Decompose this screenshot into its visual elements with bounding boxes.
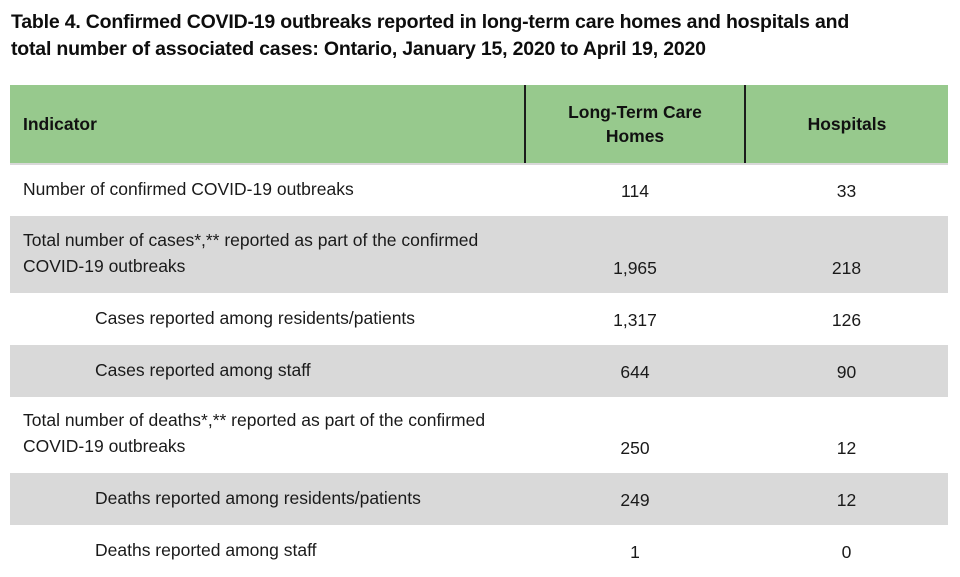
ltc-value-cell: 250 <box>525 397 745 473</box>
indicator-cell: Cases reported among residents/patients <box>10 293 525 345</box>
table-row: Cases reported among residents/patients … <box>10 293 948 345</box>
hospitals-value-cell: 12 <box>745 397 948 473</box>
hospitals-value-cell: 126 <box>745 293 948 345</box>
column-header-long-term-care-homes-label: Long-Term Care Homes <box>568 102 702 146</box>
ltc-value-cell: 1,965 <box>525 216 745 293</box>
hospitals-value-cell: 12 <box>745 473 948 525</box>
indicator-cell: Total number of deaths*,** reported as p… <box>10 397 525 473</box>
table-body: Number of confirmed COVID-19 outbreaks 1… <box>10 164 948 577</box>
hospitals-value-cell: 90 <box>745 345 948 397</box>
column-header-hospitals: Hospitals <box>744 85 948 165</box>
hospitals-value-cell: 33 <box>745 164 948 216</box>
column-header-hospitals-label: Hospitals <box>807 114 887 134</box>
indicator-cell: Number of confirmed COVID-19 outbreaks <box>10 164 525 216</box>
indicator-cell: Cases reported among staff <box>10 345 525 397</box>
table-row: Total number of deaths*,** reported as p… <box>10 397 948 473</box>
indicator-cell: Deaths reported among residents/patients <box>10 473 525 525</box>
ltc-value-cell: 114 <box>525 164 745 216</box>
covid-outbreaks-table: Indicator Long-Term Care Homes Hospitals… <box>10 85 948 577</box>
header-row: Indicator Long-Term Care Homes Hospitals <box>10 85 948 165</box>
ltc-value-cell: 1,317 <box>525 293 745 345</box>
table-row: Deaths reported among staff 1 0 <box>10 525 948 577</box>
table-row: Total number of cases*,** reported as pa… <box>10 216 948 293</box>
column-header-long-term-care-homes: Long-Term Care Homes <box>524 85 745 165</box>
table-row: Deaths reported among residents/patients… <box>10 473 948 525</box>
indicator-cell: Deaths reported among staff <box>10 525 525 577</box>
ltc-value-cell: 249 <box>525 473 745 525</box>
hospitals-value-cell: 218 <box>745 216 948 293</box>
ltc-value-cell: 644 <box>525 345 745 397</box>
table-title: Table 4. Confirmed COVID-19 outbreaks re… <box>11 11 850 60</box>
table-row: Cases reported among staff 644 90 <box>10 345 948 397</box>
ltc-value-cell: 1 <box>525 525 745 577</box>
column-header-indicator: Indicator <box>10 85 525 165</box>
table-row: Number of confirmed COVID-19 outbreaks 1… <box>10 164 948 216</box>
indicator-cell: Total number of cases*,** reported as pa… <box>10 216 525 293</box>
table-header: Indicator Long-Term Care Homes Hospitals <box>10 85 948 165</box>
hospitals-value-cell: 0 <box>745 525 948 577</box>
